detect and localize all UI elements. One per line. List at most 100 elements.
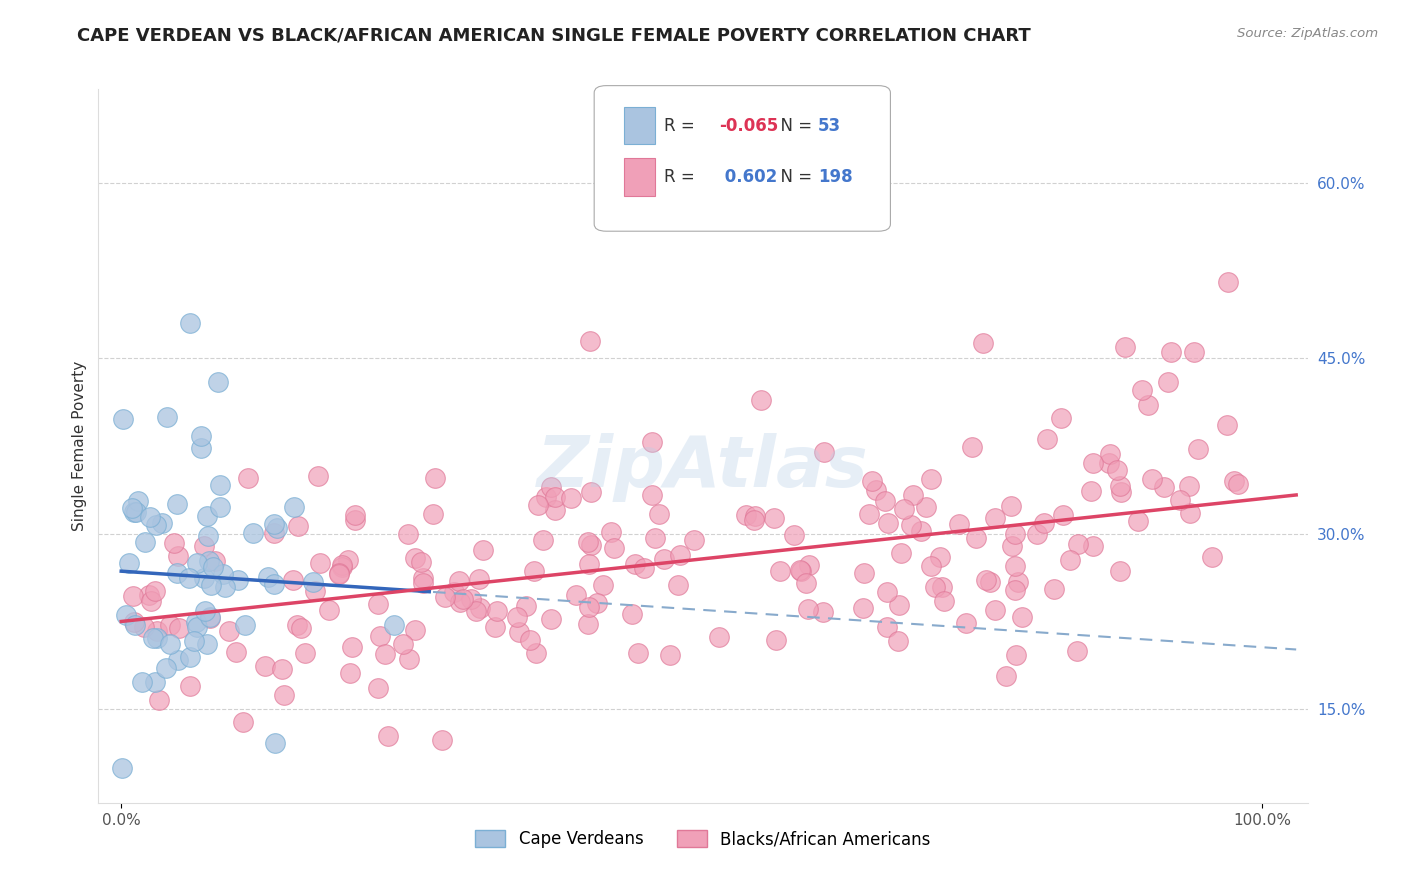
Point	[813, 445, 835, 459]
Point	[204, 554, 226, 568]
Point	[744, 508, 766, 523]
Point	[527, 498, 550, 512]
Point	[167, 621, 190, 635]
Point	[865, 483, 887, 497]
Point	[515, 599, 537, 613]
Point	[232, 715, 254, 730]
Point	[647, 507, 669, 521]
Point	[283, 500, 305, 515]
Point	[285, 618, 308, 632]
Text: R =: R =	[664, 168, 700, 186]
Point	[186, 620, 208, 634]
Point	[236, 471, 259, 485]
Point	[1109, 479, 1132, 493]
Point	[344, 508, 367, 522]
Text: Source: ZipAtlas.com: Source: ZipAtlas.com	[1237, 27, 1378, 40]
Text: 53: 53	[818, 117, 841, 135]
Point	[166, 497, 188, 511]
Point	[124, 505, 146, 519]
Point	[1136, 398, 1159, 412]
Point	[624, 557, 647, 571]
Text: N =: N =	[769, 168, 817, 186]
Point	[1081, 456, 1104, 470]
Point	[508, 625, 530, 640]
Point	[423, 471, 446, 485]
Point	[1160, 345, 1182, 359]
Point	[633, 561, 655, 575]
Point	[578, 599, 600, 614]
Point	[1066, 644, 1088, 658]
Point	[200, 578, 222, 592]
Text: N =: N =	[769, 117, 817, 135]
Point	[367, 597, 389, 611]
Point	[1004, 527, 1026, 541]
Point	[467, 572, 489, 586]
Point	[765, 633, 787, 648]
Point	[1000, 500, 1022, 514]
Point	[707, 630, 730, 644]
Point	[797, 602, 820, 616]
Point	[1098, 456, 1121, 470]
Point	[602, 541, 624, 555]
Point	[887, 598, 910, 612]
Y-axis label: Single Female Poverty: Single Female Poverty	[72, 361, 87, 531]
Point	[484, 619, 506, 633]
Point	[127, 494, 149, 508]
Point	[1005, 648, 1028, 663]
Point	[1157, 375, 1180, 389]
Point	[592, 577, 614, 591]
Point	[932, 593, 955, 607]
Point	[257, 570, 280, 584]
Point	[669, 548, 692, 562]
Point	[1216, 417, 1239, 432]
Point	[931, 580, 953, 594]
Point	[540, 612, 562, 626]
FancyBboxPatch shape	[624, 159, 655, 195]
Point	[226, 573, 249, 587]
Point	[1067, 537, 1090, 551]
Point	[342, 640, 364, 655]
Point	[330, 559, 353, 574]
Point	[1223, 474, 1246, 488]
Point	[183, 634, 205, 648]
Point	[974, 573, 997, 587]
Point	[915, 500, 938, 514]
Point	[434, 591, 457, 605]
Point	[465, 604, 488, 618]
Point	[218, 624, 240, 638]
Point	[263, 576, 285, 591]
Point	[1107, 462, 1129, 476]
Point	[751, 392, 773, 407]
Point	[163, 536, 186, 550]
Text: ZipAtlas: ZipAtlas	[537, 433, 869, 502]
Point	[254, 659, 277, 673]
Point	[471, 542, 494, 557]
Point	[1059, 552, 1081, 566]
Point	[138, 510, 160, 524]
Point	[294, 647, 316, 661]
Point	[506, 610, 529, 624]
Point	[198, 611, 221, 625]
Point	[271, 663, 294, 677]
Point	[1180, 506, 1202, 520]
Legend: Cape Verdeans, Blacks/African Americans: Cape Verdeans, Blacks/African Americans	[468, 823, 938, 855]
Point	[860, 475, 883, 489]
Point	[131, 675, 153, 690]
Point	[1227, 476, 1250, 491]
Point	[197, 554, 219, 568]
Point	[148, 693, 170, 707]
Point	[122, 505, 145, 519]
Point	[893, 501, 915, 516]
Point	[579, 484, 602, 499]
Point	[1153, 480, 1175, 494]
Point	[1182, 345, 1205, 359]
Point	[1201, 550, 1223, 565]
Point	[1043, 582, 1066, 596]
Point	[177, 571, 200, 585]
Point	[118, 557, 141, 571]
Point	[330, 558, 353, 572]
Point	[1216, 275, 1239, 289]
Point	[544, 490, 567, 504]
Point	[266, 521, 288, 535]
Point	[995, 669, 1018, 683]
